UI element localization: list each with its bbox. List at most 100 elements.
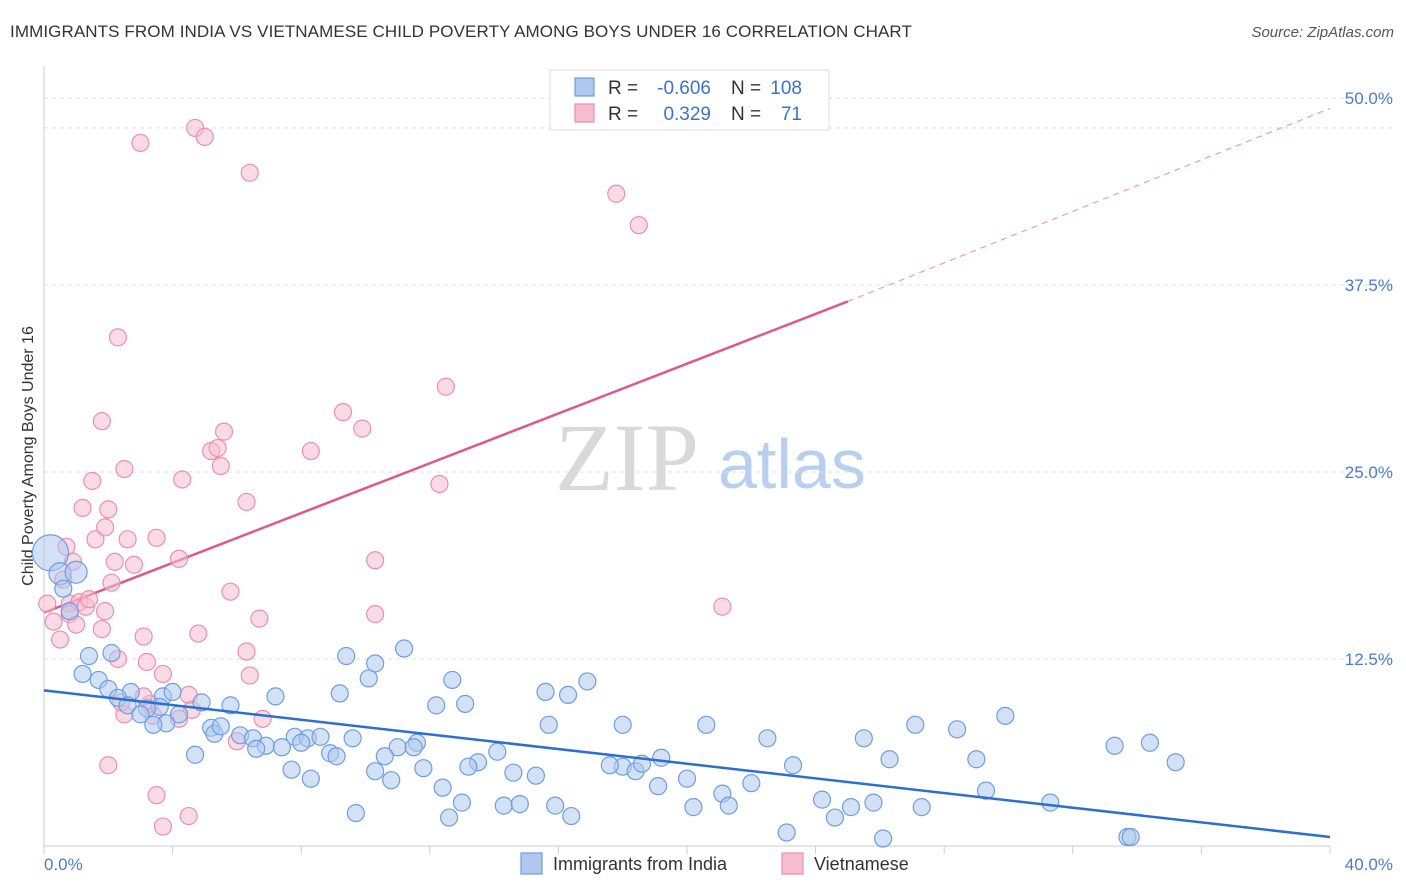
point-vietnamese (99, 756, 118, 775)
point-vietnamese (366, 605, 385, 624)
point-india (488, 742, 507, 761)
point-vietnamese (607, 184, 626, 203)
y-tick-label: 50.0% (1345, 89, 1393, 108)
point-india (510, 795, 529, 814)
point-vietnamese (153, 664, 173, 684)
point-india (211, 717, 230, 736)
point-india (526, 766, 545, 785)
point-india (874, 829, 893, 848)
point-india (1166, 753, 1185, 772)
point-india (301, 769, 320, 788)
point-india (433, 778, 452, 797)
point-india (697, 715, 716, 734)
tick-labels: 12.5% 25.0% 37.5% 50.0% 0.0% 40.0% (44, 89, 1393, 874)
point-india (343, 729, 362, 748)
correlation-legend: R = -0.606 N = 108 R = 0.329 N = 71 (549, 69, 830, 131)
gridlines (44, 97, 1392, 660)
point-india (144, 715, 163, 734)
series-legend: Immigrants from India Vietnamese (520, 852, 909, 875)
legend-r-label-vietnamese: R = (608, 104, 638, 125)
bottom-legend-swatch-india (520, 852, 543, 875)
point-vietnamese (38, 594, 57, 613)
trend-vietnamese-dashed (847, 107, 1331, 303)
point-india (906, 715, 925, 734)
chart-title: IMMIGRANTS FROM INDIA VS VIETNAMESE CHIL… (10, 22, 912, 41)
point-india (976, 781, 996, 800)
point-vietnamese (115, 459, 134, 479)
point-india (613, 715, 632, 734)
point-vietnamese (253, 709, 272, 728)
point-india (742, 774, 761, 793)
point-vietnamese (179, 806, 198, 826)
legend-n-value-india: 108 (770, 78, 802, 99)
point-india (578, 672, 597, 691)
legend-r-value-vietnamese: 0.329 (663, 104, 711, 125)
point-india (912, 798, 931, 817)
point-vietnamese (95, 602, 115, 621)
point-india (439, 808, 459, 827)
bottom-legend-label-vietnamese: Vietnamese (814, 854, 909, 874)
point-india (337, 646, 356, 666)
point-india (864, 793, 883, 812)
point-vietnamese (237, 642, 256, 661)
point-vietnamese (108, 328, 128, 347)
point-vietnamese (44, 612, 63, 631)
point-india (504, 763, 523, 782)
legend-swatch-vietnamese (574, 103, 595, 123)
point-india (1140, 733, 1160, 752)
point-india (427, 696, 446, 715)
point-vietnamese (436, 377, 455, 396)
point-india (330, 684, 349, 703)
point-vietnamese (250, 609, 269, 628)
point-vietnamese (430, 474, 449, 494)
point-india (1105, 736, 1124, 755)
legend-box (549, 69, 830, 131)
point-india (404, 738, 423, 757)
point-india (562, 806, 581, 826)
point-india (558, 685, 578, 705)
point-vietnamese (73, 498, 92, 518)
point-india (652, 748, 671, 767)
point-vietnamese (208, 438, 227, 458)
watermark-atlas: atlas (718, 425, 866, 503)
point-india (536, 682, 555, 702)
point-vietnamese (629, 216, 648, 235)
point-india (346, 803, 365, 823)
point-vietnamese (92, 412, 111, 431)
point-vietnamese (50, 630, 70, 649)
point-vietnamese (137, 652, 156, 672)
point-vietnamese (195, 127, 214, 146)
point-vietnamese (301, 441, 320, 461)
point-vietnamese (237, 492, 256, 512)
y-tick-label: 37.5% (1345, 276, 1393, 295)
trend-india-solid (43, 689, 1331, 839)
point-india (414, 759, 433, 778)
point-india (684, 798, 703, 817)
point-india (366, 762, 385, 781)
point-vietnamese (118, 530, 137, 549)
point-vietnamese (147, 528, 166, 547)
y-axis-title: Child Poverty Among Boys Under 16 (20, 326, 37, 586)
point-india (783, 756, 803, 775)
trend-line-vietnamese (43, 107, 1331, 614)
point-india (812, 790, 832, 809)
point-vietnamese (131, 133, 150, 152)
point-vietnamese (92, 619, 111, 639)
legend-n-label-india: N = (731, 78, 761, 99)
point-vietnamese (189, 624, 208, 643)
point-india (841, 798, 861, 817)
point-india (677, 769, 697, 788)
watermark: ZIP atlas (555, 404, 866, 511)
point-vietnamese (240, 666, 259, 685)
point-vietnamese (99, 500, 118, 519)
point-vietnamese (79, 590, 99, 609)
point-india (880, 750, 899, 769)
legend-n-label-vietnamese: N = (731, 104, 761, 125)
point-india (73, 664, 92, 684)
point-india (64, 560, 88, 584)
y-tick-label: 25.0% (1345, 463, 1393, 482)
point-india (131, 705, 150, 724)
watermark-zip: ZIP (555, 404, 699, 511)
point-india (311, 727, 330, 746)
point-vietnamese (713, 597, 732, 616)
